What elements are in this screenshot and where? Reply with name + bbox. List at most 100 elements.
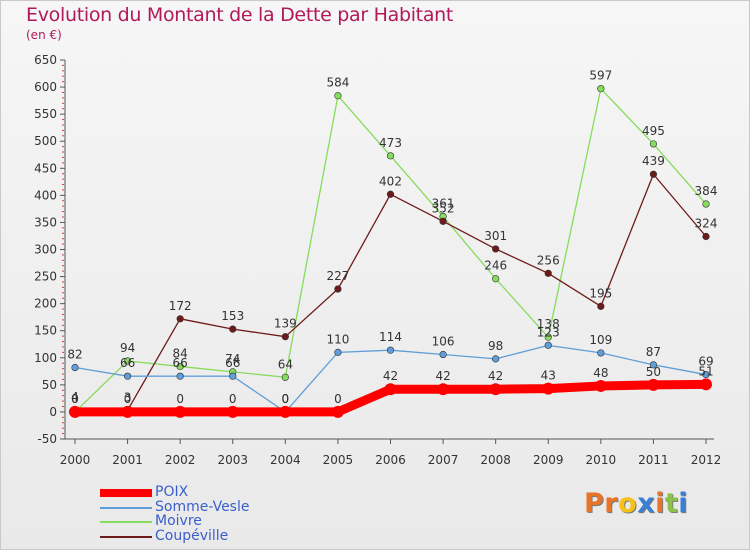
y-minor-tick: [62, 406, 64, 408]
x-tick-label: 2004: [270, 453, 301, 467]
data-point: [492, 355, 500, 363]
x-tick-label: 2009: [533, 453, 564, 467]
y-minor-tick: [62, 64, 64, 66]
x-tick-label: 2010: [586, 453, 617, 467]
chart-title: Evolution du Montant de la Dette par Hab…: [26, 4, 454, 26]
y-minor-tick: [62, 324, 64, 326]
data-point: [649, 140, 658, 148]
y-minor-tick: [62, 351, 64, 353]
data-label: 51: [698, 364, 713, 378]
y-minor-tick: [62, 124, 64, 126]
legend-label: Moivre: [155, 513, 202, 529]
y-minor-tick: [62, 243, 64, 245]
x-tick-label: 2003: [217, 453, 248, 467]
y-minor-tick: [62, 308, 64, 310]
proxiti-logo: Proxiti: [584, 488, 688, 519]
x-tick-label: 2005: [323, 453, 354, 467]
data-label: 3: [124, 390, 132, 404]
legend-label: Coupéville: [155, 527, 229, 544]
data-label: 361: [432, 196, 455, 210]
x-tick-label: 2012: [691, 453, 722, 467]
y-minor-tick: [62, 281, 64, 283]
data-label: 0: [334, 392, 342, 406]
legend-swatch: [100, 521, 152, 523]
y-minor-tick: [62, 422, 64, 424]
y-tick-label: 300: [34, 243, 57, 257]
x-tick-label: 2002: [165, 453, 196, 467]
data-label: 195: [589, 286, 612, 300]
data-point: [492, 275, 500, 283]
y-minor-tick: [62, 97, 64, 99]
data-point: [649, 361, 658, 369]
data-point: [281, 373, 289, 381]
data-point: [279, 405, 292, 418]
data-label: 172: [169, 299, 192, 313]
y-minor-tick: [62, 146, 64, 148]
x-tick-label: 2007: [428, 453, 459, 467]
legend-label: POIX: [155, 484, 189, 500]
data-point: [226, 405, 239, 418]
y-tick-label: 650: [34, 53, 57, 67]
data-label: 597: [589, 69, 612, 83]
y-minor-tick: [62, 162, 64, 164]
y-tick-label: 600: [34, 80, 57, 94]
y-minor-tick: [62, 341, 64, 343]
data-label: 0: [282, 392, 290, 406]
y-minor-tick: [62, 81, 64, 83]
data-point: [334, 285, 342, 293]
logo-letter: o: [618, 488, 638, 519]
y-tick-label: 450: [34, 161, 57, 175]
y-minor-tick: [62, 119, 64, 121]
y-minor-tick: [62, 389, 64, 391]
legend-swatch: [100, 506, 152, 509]
logo-letter: t: [664, 488, 679, 519]
data-label: 4: [71, 390, 79, 404]
y-minor-tick: [62, 156, 64, 158]
data-label: 0: [71, 392, 79, 406]
data-point: [386, 152, 395, 160]
y-minor-tick: [62, 216, 64, 218]
y-minor-tick: [62, 173, 64, 175]
data-point: [544, 333, 552, 341]
data-point: [176, 362, 184, 371]
data-label: 110: [326, 332, 349, 346]
data-label: 352: [432, 201, 455, 215]
data-label: 66: [120, 356, 135, 370]
data-label: 48: [593, 366, 608, 380]
data-point: [384, 383, 397, 396]
y-tick-label: 100: [34, 351, 57, 365]
y-minor-tick: [62, 395, 64, 397]
y-minor-tick: [62, 265, 64, 267]
data-label: 123: [537, 325, 560, 339]
y-minor-tick: [62, 227, 64, 229]
data-label: 87: [646, 345, 661, 359]
data-point: [702, 200, 710, 208]
data-label: 66: [173, 356, 188, 370]
y-minor-tick: [62, 254, 64, 256]
data-label: 495: [642, 124, 665, 138]
y-minor-tick: [62, 335, 64, 337]
y-minor-tick: [62, 292, 64, 294]
y-minor-tick: [62, 200, 64, 202]
data-point: [700, 378, 712, 391]
y-minor-tick: [62, 232, 64, 234]
series-points: [69, 85, 712, 418]
data-point: [649, 170, 658, 178]
data-label: 64: [278, 357, 293, 371]
data-label: 227: [326, 269, 349, 283]
y-minor-tick: [62, 129, 64, 131]
y-minor-tick: [62, 433, 64, 435]
y-minor-tick: [62, 135, 64, 137]
logo-letter: x: [637, 488, 656, 519]
data-label: 0: [229, 392, 237, 406]
y-tick-label: -50: [37, 432, 57, 446]
data-label: 69: [698, 355, 713, 369]
data-point: [647, 378, 660, 391]
legend-swatch: [100, 489, 152, 497]
data-label: 106: [432, 335, 455, 349]
logo-letter: i: [655, 488, 665, 519]
y-minor-tick: [62, 75, 64, 77]
data-label: 82: [67, 348, 82, 362]
data-point: [492, 245, 500, 253]
